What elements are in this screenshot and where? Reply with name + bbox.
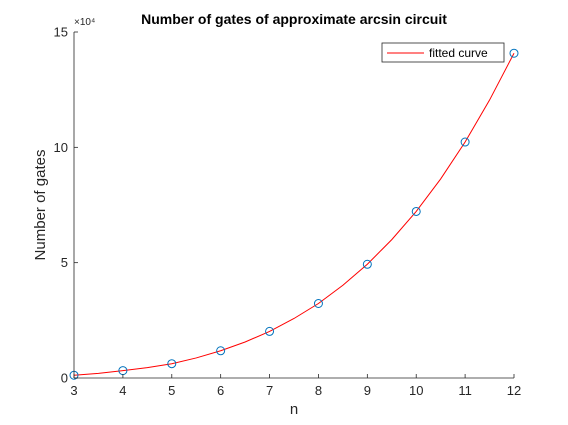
legend: fitted curve — [381, 42, 505, 63]
y-tick-label: 15 — [54, 25, 68, 40]
axes-layer — [73, 32, 514, 379]
data-point — [509, 48, 519, 58]
fitted-curve-line — [73, 52, 515, 376]
data-point — [411, 206, 421, 216]
marker-layer — [69, 48, 519, 380]
plot-area — [74, 32, 514, 378]
x-tick-label: 7 — [266, 383, 273, 398]
y-tick-label: 10 — [54, 140, 68, 155]
data-point — [216, 346, 226, 356]
y-tick-label: 0 — [61, 371, 68, 386]
data-point — [460, 137, 470, 147]
data-point — [362, 259, 372, 269]
data-point — [167, 359, 177, 369]
x-tick-label: 12 — [507, 383, 521, 398]
legend-entry-fitted-curve: fitted curve — [429, 46, 488, 60]
x-tick-label: 8 — [315, 383, 322, 398]
tick-layer: 3 4 5 6 7 8 9 10 11 12 0 5 10 15 — [54, 25, 522, 399]
x-tick-label: 6 — [217, 383, 224, 398]
x-tick-label: 10 — [409, 383, 423, 398]
data-point — [265, 326, 275, 336]
y-axis-label: Number of gates — [32, 150, 49, 261]
y-exponent-label: ×10⁴ — [74, 17, 95, 28]
x-tick-label: 3 — [70, 383, 77, 398]
x-axis-label: n — [290, 401, 298, 418]
fit-layer — [73, 52, 515, 376]
data-point — [313, 298, 323, 308]
x-tick-label: 9 — [364, 383, 371, 398]
x-tick-label: 5 — [168, 383, 175, 398]
y-tick-label: 5 — [61, 255, 68, 270]
chart-title: Number of gates of approximate arcsin ci… — [141, 11, 447, 27]
x-tick-label: 4 — [119, 383, 126, 398]
legend-box — [381, 42, 505, 63]
x-tick-label: 11 — [458, 383, 472, 398]
